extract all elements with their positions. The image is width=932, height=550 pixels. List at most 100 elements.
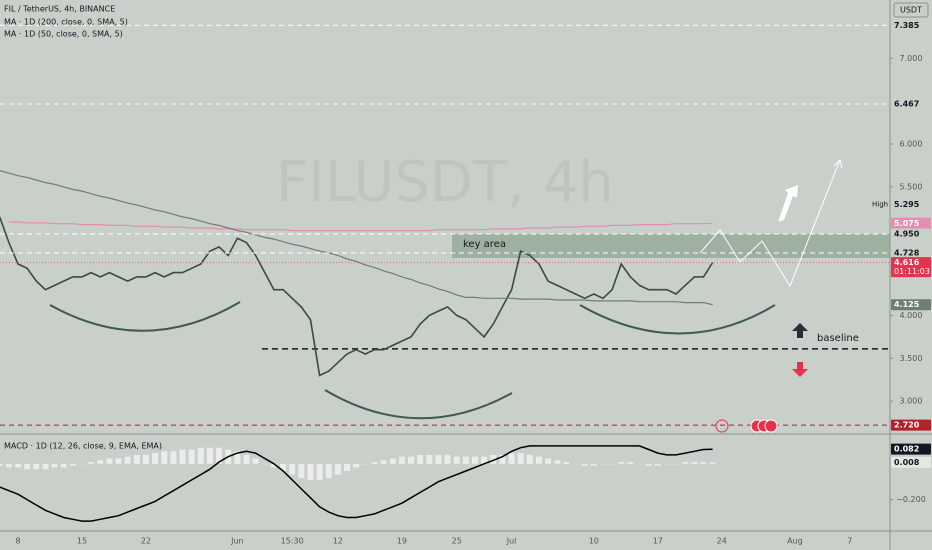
histogram-bar: [197, 447, 204, 464]
price-badge: [891, 217, 931, 229]
watermark: FILUSDT, 4h: [276, 150, 614, 215]
price-badge-label: 0.082: [894, 445, 919, 454]
histogram-bar: [316, 463, 323, 480]
histogram-bar: [535, 456, 542, 464]
histogram-bar: [663, 463, 670, 465]
y-tick-label: 6.000: [900, 140, 923, 149]
x-tick-label: 19: [397, 537, 407, 546]
price-badge-label: 0.008: [894, 458, 920, 467]
x-tick-label: 22: [141, 537, 151, 546]
histogram-bar: [435, 454, 442, 464]
histogram-bar: [572, 463, 579, 465]
histogram-bar: [188, 449, 195, 464]
countdown: 01:11:03: [894, 267, 930, 276]
y-tick-label: 5.500: [900, 182, 923, 191]
histogram-bar: [444, 454, 451, 464]
indicator-label: MACD · 1D (12, 26, close, 9, EMA, EMA): [4, 442, 162, 451]
histogram-bar: [417, 454, 424, 464]
price-badge: [891, 228, 931, 240]
histogram-bar: [5, 463, 12, 468]
histogram-bar: [270, 463, 277, 468]
histogram-bar: [545, 458, 552, 464]
y-tick-label: −0.200: [896, 495, 926, 504]
histogram-bar: [69, 463, 76, 466]
price-badge: [891, 443, 931, 455]
histogram-bar: [307, 463, 314, 480]
y-tick-label: 3.000: [900, 397, 923, 406]
price-badge-label: 5.295: [894, 200, 920, 209]
histogram-bar: [682, 462, 689, 464]
histogram-bar: [15, 463, 21, 468]
price-badge-label: 4.125: [894, 300, 920, 309]
histogram-bar: [599, 463, 606, 465]
histogram-bar: [700, 462, 707, 464]
histogram-bar: [618, 462, 625, 464]
price-badge: [891, 198, 931, 210]
histogram-bar: [78, 463, 85, 465]
x-tick-label: 25: [452, 537, 462, 546]
x-tick-label: 8: [15, 537, 20, 546]
price-badge: [891, 257, 931, 278]
x-tick-label: 7: [847, 537, 852, 546]
histogram-bar: [261, 463, 268, 465]
y-tick-label: 7.000: [900, 54, 923, 63]
x-tick-label: 12: [333, 537, 343, 546]
currency-button[interactable]: [893, 2, 929, 18]
histogram-bar: [380, 460, 387, 464]
histogram-bar: [353, 463, 360, 468]
x-tick-label: 15: [77, 537, 87, 546]
projection-arrowhead: [833, 159, 843, 169]
histogram-bar: [133, 454, 140, 464]
histogram-bar: [636, 463, 643, 465]
histogram-bar: [179, 449, 186, 464]
histogram-bar: [298, 463, 305, 479]
key-area: [452, 234, 890, 258]
histogram-bar: [344, 463, 351, 471]
up-arrow-white: [778, 185, 798, 222]
price-tag: High: [872, 200, 888, 208]
histogram-bar: [280, 463, 287, 471]
histogram-bar: [526, 454, 533, 464]
indicator-label: MA · 1D (50, close, 0, SMA, 5): [4, 30, 123, 39]
x-tick-label: Jun: [230, 537, 244, 546]
down-arrow: [792, 362, 808, 377]
histogram-bar: [206, 447, 213, 464]
x-tick-label: Jul: [506, 537, 517, 546]
histogram-bar: [234, 451, 241, 464]
x-tick-label: 15:30: [281, 537, 304, 546]
histogram-bar: [453, 456, 460, 464]
histogram-bar: [243, 454, 250, 464]
histogram-bar: [499, 454, 506, 464]
projection-path: [699, 159, 841, 288]
up-arrow: [792, 323, 808, 338]
histogram-bar: [481, 456, 488, 464]
histogram-bar: [24, 463, 31, 470]
series-line: [0, 445, 713, 522]
chart-title: FIL / TetherUS, 4h, BINANCE: [4, 5, 115, 14]
histogram-bar: [627, 462, 634, 464]
annotation-label: key area: [463, 239, 506, 250]
histogram-bar: [42, 463, 49, 470]
price-badge-label: 5.075: [894, 219, 920, 228]
price-badge-label: 4.950: [894, 230, 920, 239]
currency-label: USDT: [900, 6, 922, 15]
event-icon[interactable]: [715, 419, 729, 433]
price-badge-label: 4.728: [894, 249, 920, 258]
histogram-bar: [654, 463, 661, 466]
series-line: [0, 170, 713, 306]
histogram-bar: [490, 454, 497, 464]
histogram-bar: [709, 462, 716, 464]
price-badge-label: 7.385: [894, 21, 920, 30]
histogram-bar: [563, 462, 570, 464]
x-tick-label: Aug: [787, 537, 803, 546]
price-badge-label: 2.720: [894, 421, 920, 430]
histogram-bar: [170, 451, 177, 464]
histogram-bar: [673, 463, 680, 465]
histogram-bar: [426, 454, 433, 464]
histogram-bar: [508, 453, 515, 464]
histogram-bar: [691, 462, 698, 464]
event-icon[interactable]: [764, 419, 778, 433]
x-tick-label: 17: [653, 537, 663, 546]
histogram-bar: [142, 454, 149, 464]
